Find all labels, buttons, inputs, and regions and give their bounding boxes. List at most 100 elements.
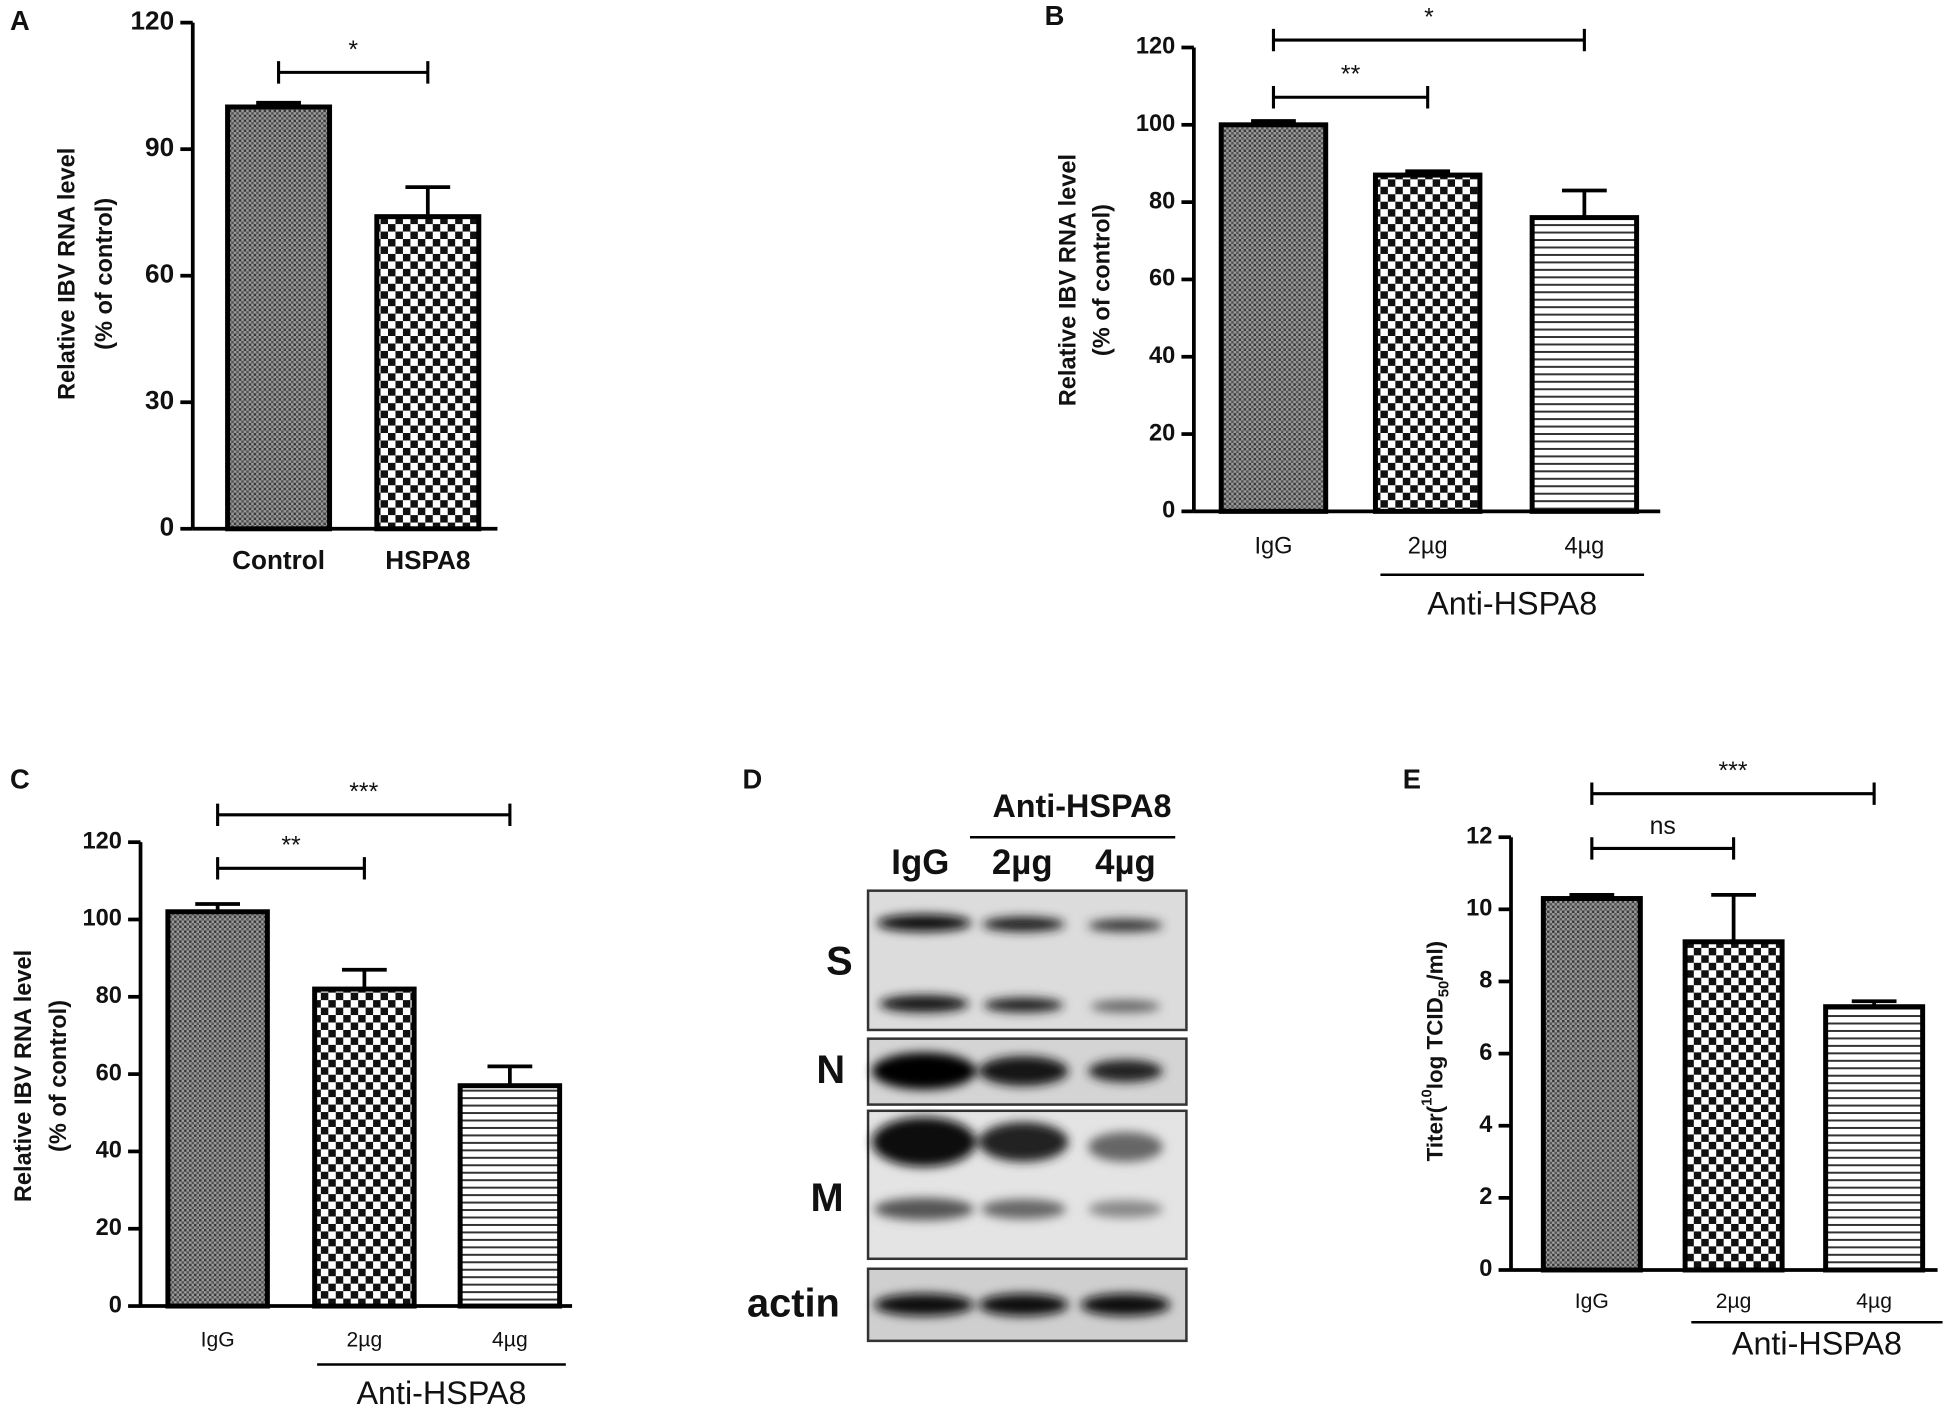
bands xyxy=(871,914,1171,1316)
x-tick-label: IgG xyxy=(1575,1290,1609,1313)
significance-bracket xyxy=(1590,837,1736,860)
bar xyxy=(1372,172,1483,514)
y-axis-label: Relative IBV RNA level xyxy=(1056,154,1082,406)
lane-label: 4µg xyxy=(1095,843,1156,882)
significance-label: * xyxy=(1424,3,1434,31)
panel-label: E xyxy=(1403,763,1421,794)
significance-bracket xyxy=(216,803,512,827)
error-bar xyxy=(195,902,241,912)
row-label: N xyxy=(816,1048,845,1092)
y-tick-label: 0 xyxy=(1479,1256,1492,1282)
significance-bracket xyxy=(216,857,366,880)
error-bar xyxy=(341,967,387,990)
y-tick-label: 20 xyxy=(1149,420,1175,446)
y-axis-label: (% of control) xyxy=(1089,204,1115,356)
error-bar xyxy=(256,100,301,107)
bar xyxy=(165,909,270,1309)
bar xyxy=(225,104,333,532)
panel-label: D xyxy=(742,763,762,794)
y-tick-label: 0 xyxy=(109,1292,122,1318)
y-axis-label-part: log TCID xyxy=(1422,997,1447,1089)
significance-label: ** xyxy=(281,832,301,860)
y-tick-label: 60 xyxy=(145,259,174,289)
blot-panel: D Anti-HSPA8 IgG 2µg 4µg S N M actin xyxy=(742,763,1188,1343)
y-tick-label: 90 xyxy=(145,132,174,162)
panel-label: A xyxy=(10,5,30,36)
error-bar xyxy=(1569,893,1615,899)
y-tick-label: 0 xyxy=(160,512,175,542)
x-tick-label: 2µg xyxy=(1408,534,1448,560)
group-label: Anti-HSPA8 xyxy=(1427,585,1597,621)
error-bar xyxy=(1561,188,1607,218)
significance-label: ns xyxy=(1650,812,1676,840)
panel-label: C xyxy=(10,763,30,794)
y-axis-label-part: 50 xyxy=(1436,981,1453,998)
y-tick-label: 10 xyxy=(1466,896,1492,922)
y-tick-label: 4 xyxy=(1479,1112,1492,1138)
y-axis-label: Relative IBV RNA level xyxy=(11,950,37,1202)
y-tick-label: 80 xyxy=(96,983,122,1009)
significance-label: ** xyxy=(1341,61,1361,89)
group-label: Anti-HSPA8 xyxy=(1732,1325,1902,1361)
lane-label: 2µg xyxy=(992,843,1053,882)
chart-panel: A Relative IBV RNA level (% of control) 0 30… xyxy=(10,5,498,575)
significance-label: * xyxy=(348,36,358,64)
y-axis-label: Titer(10log TCID50/ml) xyxy=(1419,941,1453,1161)
y-tick-label: 12 xyxy=(1466,823,1492,849)
x-tick-label: IgG xyxy=(201,1328,235,1351)
y-axis-label-part: 10 xyxy=(1419,1089,1436,1106)
blot-group-label: Anti-HSPA8 xyxy=(992,788,1171,824)
error-bar xyxy=(487,1064,533,1086)
x-tick-label: 4µg xyxy=(1856,1290,1892,1313)
y-axis-label-part: Titer( xyxy=(1422,1105,1447,1161)
x-tick-label: 2µg xyxy=(1716,1290,1752,1313)
error-bar xyxy=(1711,893,1756,942)
y-tick-label: 30 xyxy=(145,385,174,415)
x-tick-label: Control xyxy=(232,545,325,575)
chart-panel: B Relative IBV RNA level (% of control) 0 20… xyxy=(1045,0,1661,621)
y-tick-label: 120 xyxy=(131,6,175,36)
row-label: actin xyxy=(747,1282,840,1326)
x-tick-label: HSPA8 xyxy=(385,545,470,575)
y-tick-label: 80 xyxy=(1149,188,1175,214)
significance-bracket xyxy=(1590,782,1876,805)
bar xyxy=(1218,122,1329,514)
y-tick-label: 2 xyxy=(1479,1184,1492,1210)
x-tick-label: 4µg xyxy=(1564,534,1604,560)
y-tick-label: 40 xyxy=(1149,343,1175,369)
x-tick-label: IgG xyxy=(1254,534,1292,560)
bar xyxy=(374,214,482,532)
y-axis-label: (% of control) xyxy=(92,198,118,350)
bar xyxy=(1529,215,1640,514)
error-bar xyxy=(1405,169,1451,176)
significance-bracket xyxy=(1271,86,1430,109)
y-tick-label: 100 xyxy=(82,906,121,932)
chart-panel: C Relative IBV RNA level (% of control) 0 20… xyxy=(10,763,573,1411)
bar xyxy=(1823,1004,1926,1273)
bar xyxy=(1682,939,1785,1273)
y-axis-label: (% of control) xyxy=(46,1000,72,1152)
y-tick-label: 20 xyxy=(96,1215,122,1241)
significance-label: *** xyxy=(1718,757,1747,785)
y-tick-label: 60 xyxy=(1149,266,1175,292)
y-tick-label: 6 xyxy=(1479,1040,1492,1066)
bar xyxy=(1540,896,1643,1273)
error-bar xyxy=(405,185,451,217)
row-label: S xyxy=(826,940,853,984)
y-tick-label: 60 xyxy=(96,1060,122,1086)
significance-bracket xyxy=(277,61,430,84)
x-tick-label: 2µg xyxy=(347,1328,383,1351)
error-bar xyxy=(1251,119,1296,125)
y-tick-label: 120 xyxy=(82,828,121,854)
y-tick-label: 40 xyxy=(96,1138,122,1164)
y-axis-label-part: /ml) xyxy=(1422,941,1447,981)
significance-label: *** xyxy=(349,778,378,806)
group-label: Anti-HSPA8 xyxy=(356,1375,526,1411)
error-bar xyxy=(1851,999,1897,1007)
lane-label: IgG xyxy=(891,843,949,882)
y-tick-label: 0 xyxy=(1162,498,1175,524)
y-axis-label: Relative IBV RNA level xyxy=(55,148,81,400)
